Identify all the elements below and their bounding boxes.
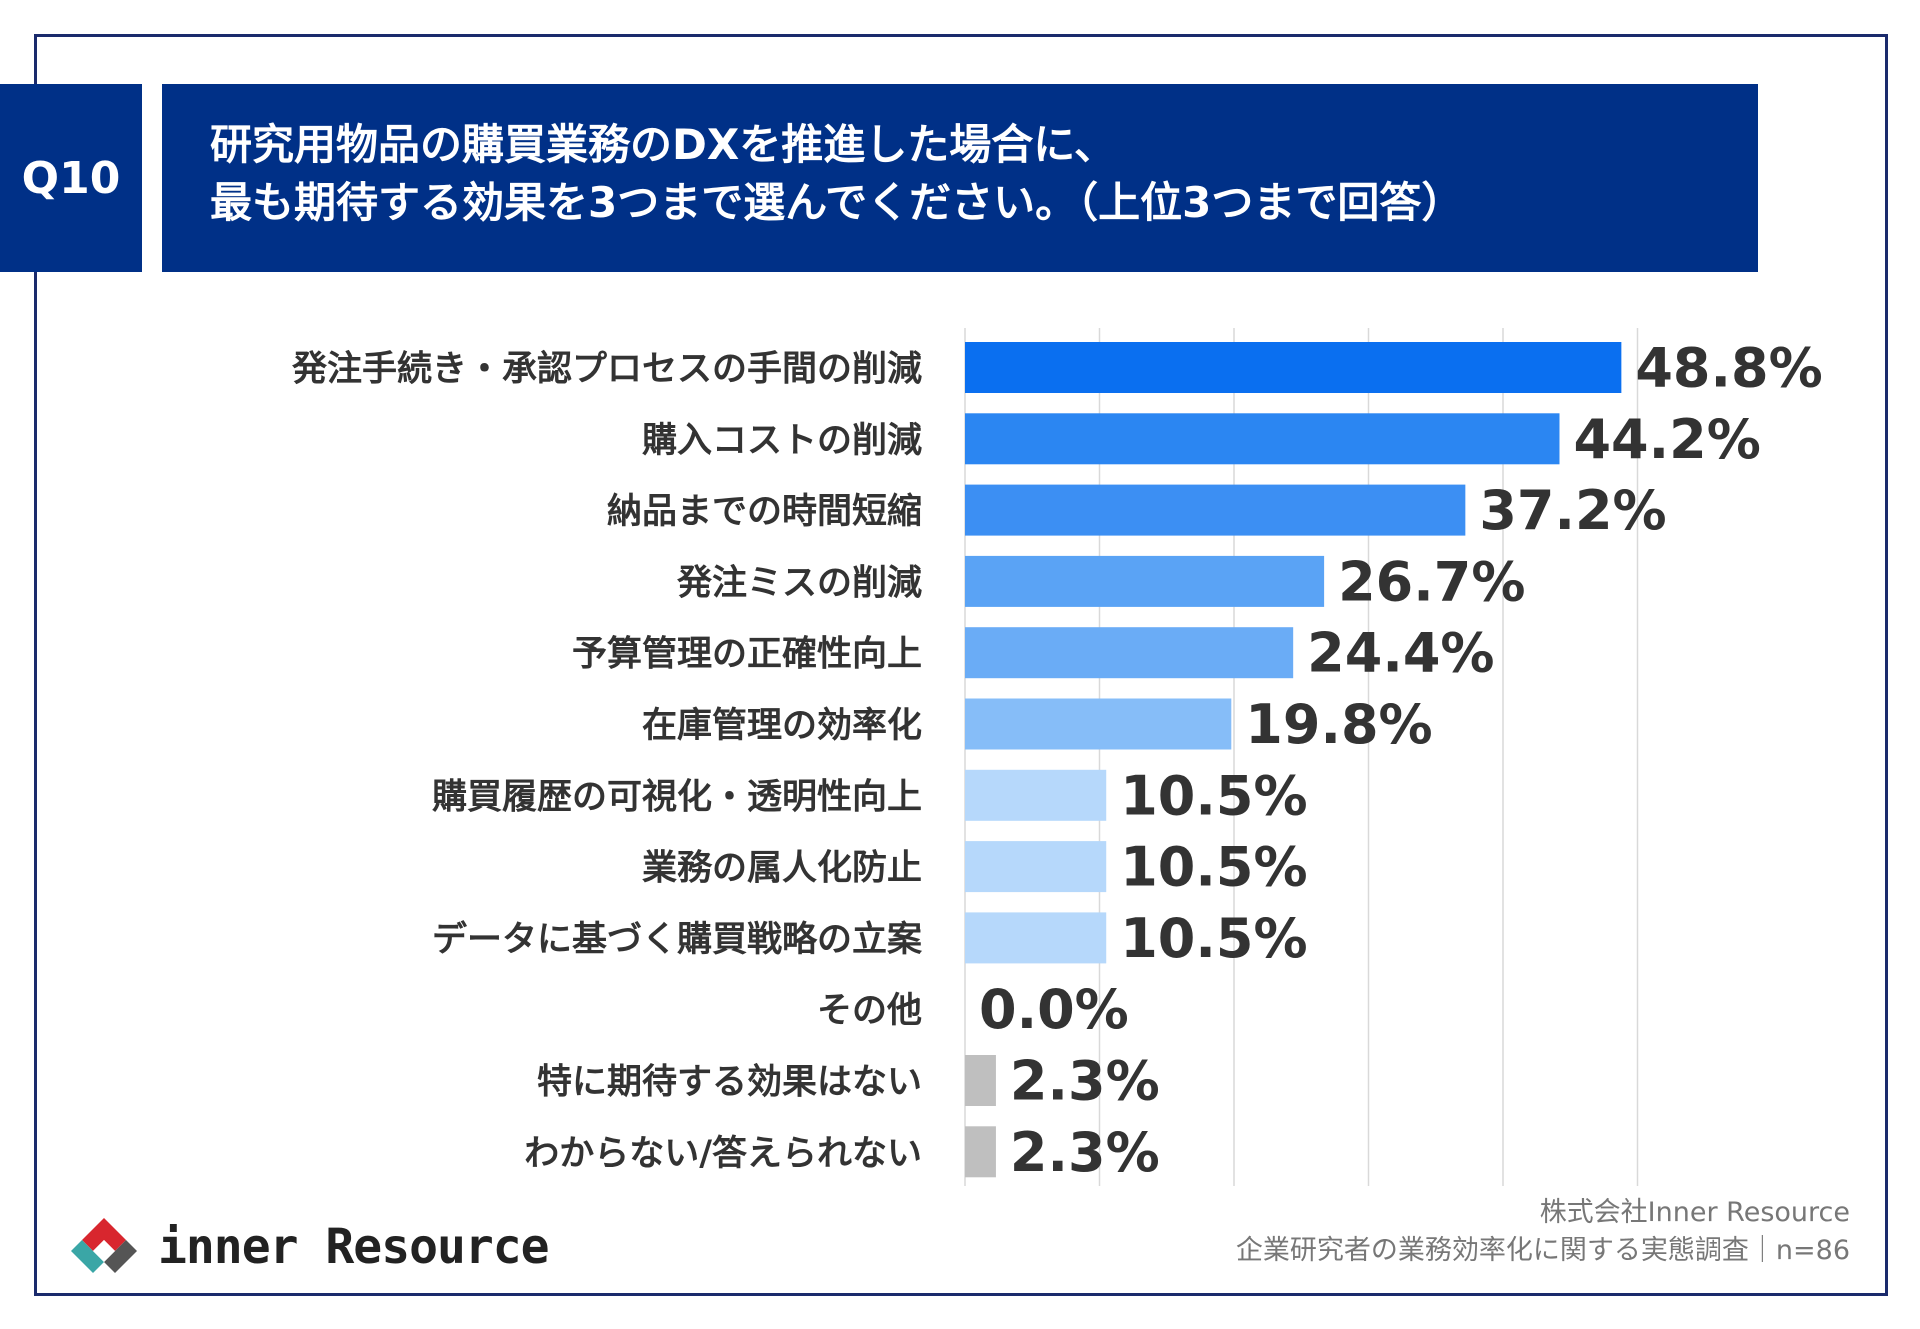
value-label: 26.7%: [1338, 550, 1525, 613]
bar: [965, 698, 1232, 750]
value-label: 10.5%: [1120, 836, 1307, 899]
bar: [965, 413, 1560, 465]
question-title-line1: 研究用物品の購買業務のDXを推進した場合に、: [210, 120, 1116, 169]
category-label: 購入コストの削減: [642, 421, 922, 461]
category-label: その他: [817, 991, 922, 1031]
category-label: 納品までの時間短縮: [607, 492, 922, 532]
category-label: 在庫管理の効率化: [642, 706, 922, 746]
bar: [965, 912, 1107, 964]
category-label: 特に期待する効果はない: [537, 1063, 922, 1103]
bar: [965, 1055, 996, 1106]
question-badge: Q10: [0, 84, 142, 272]
category-label: 発注手続き・承認プロセスの手間の削減: [291, 350, 922, 390]
value-label: 2.3%: [1010, 1050, 1160, 1113]
category-label: 業務の属人化防止: [642, 849, 922, 889]
bar: [965, 627, 1294, 679]
value-label: 10.5%: [1120, 907, 1307, 970]
bar: [965, 484, 1466, 536]
value-label: 44.2%: [1573, 408, 1760, 471]
bar: [965, 841, 1107, 893]
bar: [965, 342, 1622, 393]
question-title: 研究用物品の購買業務のDXを推進した場合に、 最も期待する効果を3つまで選んでく…: [162, 84, 1758, 272]
logo-mark-icon: [71, 1218, 137, 1273]
value-label: 37.2%: [1479, 479, 1666, 542]
category-label: データに基づく購買戦略の立案: [432, 919, 923, 960]
source-credit: 株式会社Inner Resource 企業研究者の業務効率化に関する実態調査｜n…: [1236, 1194, 1850, 1270]
credit-survey: 企業研究者の業務効率化に関する実態調査｜n=86: [1235, 1235, 1850, 1266]
bar: [965, 555, 1325, 607]
value-label: 19.8%: [1245, 693, 1432, 756]
value-label: 24.4%: [1307, 622, 1494, 685]
value-label: 10.5%: [1120, 764, 1307, 827]
category-label: 購買履歴の可視化・透明性向上: [432, 777, 922, 817]
slide-frame: [34, 34, 1888, 1296]
value-label: 48.8%: [1635, 337, 1822, 400]
category-label: 発注ミスの削減: [676, 563, 922, 603]
bar: [965, 1126, 996, 1178]
bar: [965, 769, 1107, 821]
value-label: 2.3%: [1010, 1121, 1160, 1184]
company-logo: inner Resource: [64, 1212, 550, 1282]
category-label: 予算管理の正確性向上: [572, 635, 922, 675]
logo-wordmark: inner Resource: [158, 1219, 550, 1275]
value-label: 0.0%: [979, 978, 1129, 1041]
category-label: わからない/答えられない: [524, 1134, 922, 1174]
question-title-line2: 最も期待する効果を3つまで選んでください。（上位3つまで回答）: [210, 178, 1464, 227]
credit-company: 株式会社Inner Resource: [1539, 1197, 1850, 1228]
